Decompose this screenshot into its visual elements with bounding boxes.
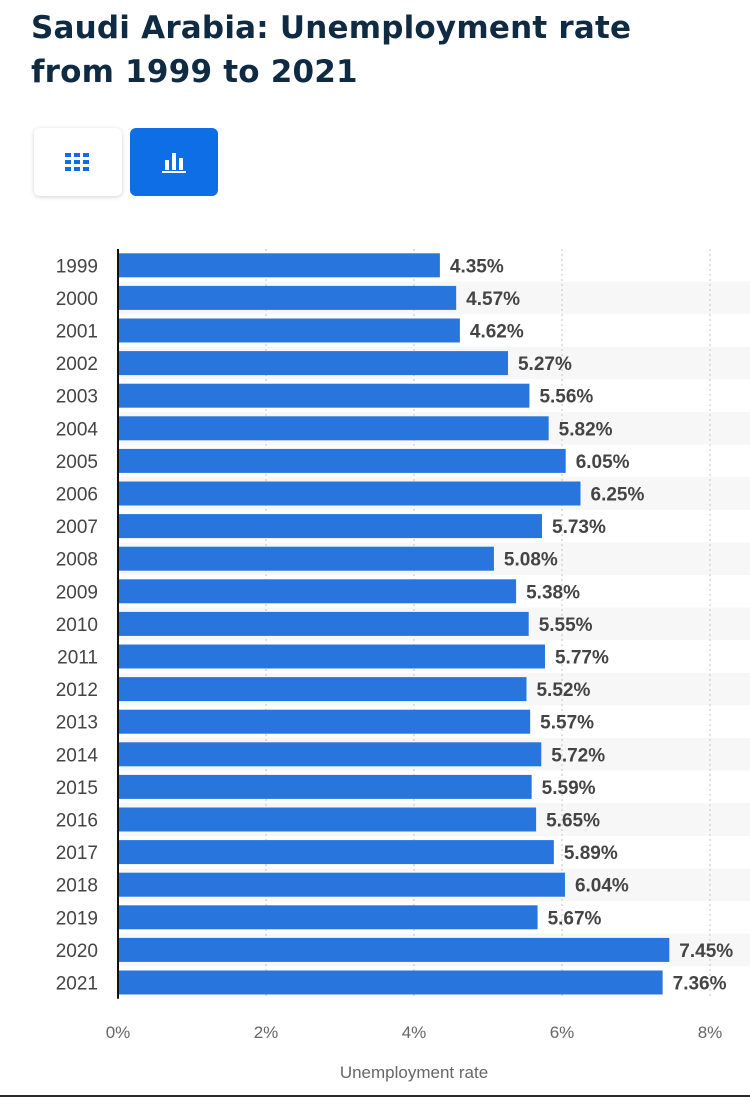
bar-2010[interactable] <box>118 611 529 636</box>
chart-area: 4.35% 4.57% 4.62% 5.27% 5.56% 5.82% 6.05% 6.25%… <box>0 230 750 1097</box>
bar-2017[interactable] <box>118 840 554 865</box>
bar-1999[interactable] <box>118 253 440 278</box>
bar-2000[interactable] <box>118 285 457 310</box>
category-label: 2021 <box>56 974 98 995</box>
value-label: 5.38% <box>526 582 580 603</box>
value-label: 5.72% <box>551 745 605 766</box>
value-label: 5.08% <box>504 550 558 571</box>
category-label: 1999 <box>56 256 98 277</box>
x-tick-label: 6% <box>550 1023 575 1042</box>
category-label: 2002 <box>56 354 98 375</box>
value-label: 5.65% <box>546 811 600 832</box>
category-label: 2004 <box>56 419 99 440</box>
table-view-button[interactable] <box>34 128 122 196</box>
category-label: 2008 <box>56 550 98 571</box>
bar-2009[interactable] <box>118 579 517 604</box>
bar-2019[interactable] <box>118 905 538 930</box>
bar-2006[interactable] <box>118 481 581 506</box>
category-label: 2010 <box>56 615 98 636</box>
bars <box>118 253 670 995</box>
value-label: 5.89% <box>564 843 618 864</box>
bar-2002[interactable] <box>118 351 508 376</box>
category-label: 2019 <box>56 908 98 929</box>
bar-chart: 4.35% 4.57% 4.62% 5.27% 5.56% 5.82% 6.05% 6.25%… <box>56 249 750 1082</box>
value-label: 5.82% <box>559 419 613 440</box>
bar-2014[interactable] <box>118 742 542 767</box>
value-label: 5.27% <box>518 354 572 375</box>
value-label: 5.73% <box>552 517 606 538</box>
value-label: 5.57% <box>540 713 594 734</box>
category-label: 2013 <box>56 713 98 734</box>
value-label: 5.59% <box>542 778 596 799</box>
value-label: 5.52% <box>536 680 590 701</box>
category-label: 2018 <box>56 876 98 897</box>
bar-2020[interactable] <box>118 937 670 962</box>
category-label: 2016 <box>56 811 98 832</box>
category-label: 2017 <box>56 843 98 864</box>
x-tick-label: 8% <box>698 1023 723 1042</box>
grid-icon <box>65 153 89 171</box>
category-label: 2001 <box>56 322 98 343</box>
bar-2001[interactable] <box>118 318 460 343</box>
value-labels: 4.35% 4.57% 4.62% 5.27% 5.56% 5.82% 6.05% 6.25%… <box>450 256 733 994</box>
bar-chart-icon <box>162 153 186 173</box>
x-axis-title: Unemployment rate <box>340 1063 488 1082</box>
value-label: 4.57% <box>466 289 520 310</box>
bar-2018[interactable] <box>118 872 565 897</box>
bar-2012[interactable] <box>118 677 527 702</box>
x-tick-labels: 0% 2% 4% 6% 8% <box>106 1023 723 1042</box>
category-label: 2015 <box>56 778 98 799</box>
value-label: 6.05% <box>576 452 630 473</box>
bar-2021[interactable] <box>118 970 663 995</box>
value-label: 6.04% <box>575 876 629 897</box>
value-label: 4.62% <box>470 322 524 343</box>
x-tick-label: 0% <box>106 1023 131 1042</box>
category-label: 2006 <box>56 485 98 506</box>
value-label: 5.55% <box>539 615 593 636</box>
value-label: 7.45% <box>679 941 733 962</box>
category-label: 2014 <box>56 745 99 766</box>
category-label: 2020 <box>56 941 98 962</box>
chart-view-button[interactable] <box>130 128 218 196</box>
bar-2011[interactable] <box>118 644 545 669</box>
category-label: 2005 <box>56 452 98 473</box>
category-label: 2012 <box>56 680 98 701</box>
bar-2016[interactable] <box>118 807 537 832</box>
bar-2005[interactable] <box>118 448 566 473</box>
value-label: 7.36% <box>673 974 727 995</box>
value-label: 6.25% <box>591 485 645 506</box>
bar-2008[interactable] <box>118 546 494 571</box>
category-label: 2000 <box>56 289 98 310</box>
bar-2013[interactable] <box>118 709 531 734</box>
category-label: 2003 <box>56 387 98 408</box>
bar-2003[interactable] <box>118 383 530 408</box>
value-label: 5.56% <box>539 387 593 408</box>
x-tick-label: 2% <box>254 1023 279 1042</box>
bottom-border <box>0 1095 750 1097</box>
category-label: 2009 <box>56 582 98 603</box>
chart-title: Saudi Arabia: Unemployment rate from 199… <box>31 10 632 90</box>
value-label: 5.77% <box>555 648 609 669</box>
bar-2015[interactable] <box>118 774 532 799</box>
value-label: 4.35% <box>450 256 504 277</box>
category-label: 2007 <box>56 517 98 538</box>
bar-2004[interactable] <box>118 416 549 441</box>
value-label: 5.67% <box>548 908 602 929</box>
bar-2007[interactable] <box>118 514 543 539</box>
x-tick-label: 4% <box>402 1023 427 1042</box>
category-label: 2011 <box>57 648 98 669</box>
category-labels: 1999 2000 2001 2002 2003 2004 2005 2006 2007 2008… <box>56 256 99 994</box>
